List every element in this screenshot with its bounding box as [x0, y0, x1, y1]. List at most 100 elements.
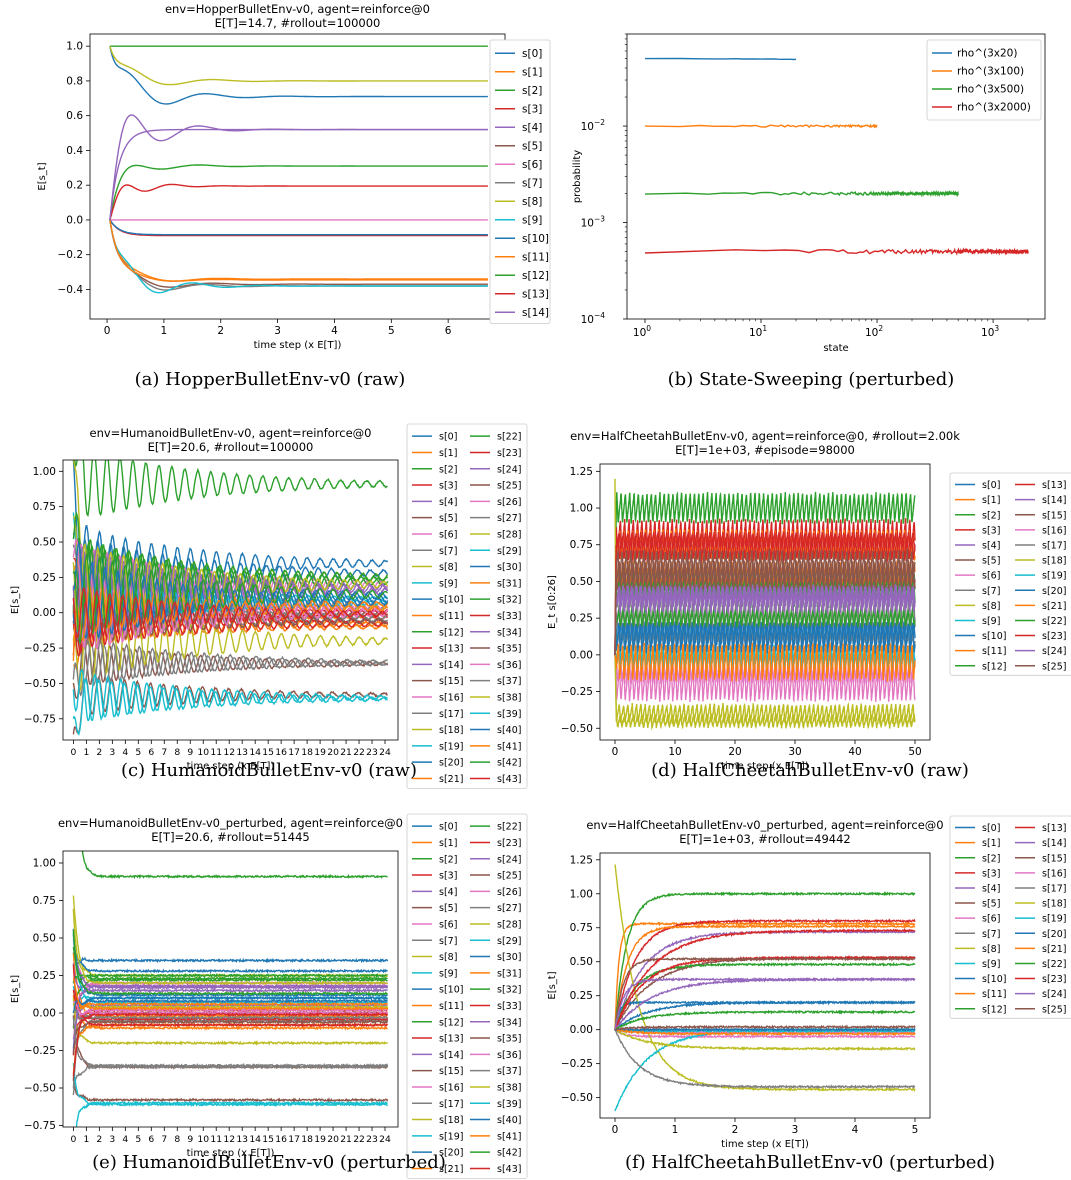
caption-f: (f) HalfCheetahBulletEnv-v0 (perturbed): [624, 1152, 996, 1173]
legend-entry: s[26]: [497, 497, 521, 508]
series-line: [644, 123, 878, 129]
legend-entry: rho^(3x20): [957, 48, 1017, 60]
legend-entry: s[42]: [497, 1148, 521, 1159]
legend-entry: s[1]: [439, 838, 457, 849]
x-tick-label: 103: [981, 324, 999, 339]
legend-entry: s[23]: [1042, 631, 1066, 642]
y-tick-label: 1.00: [570, 503, 593, 515]
legend-entry: s[29]: [497, 546, 521, 557]
legend-entry: s[18]: [1042, 556, 1066, 567]
legend-box: [406, 813, 528, 1180]
legend-entry: s[0]: [982, 480, 1000, 491]
x-tick-label: 10: [197, 747, 209, 758]
axes-frame: [599, 852, 931, 1119]
series-line: [72, 1011, 389, 1077]
legend-entry: s[11]: [439, 1001, 463, 1012]
series-line: [614, 999, 916, 1031]
legend-entry: rho^(3x2000): [957, 102, 1031, 114]
legend-entry: s[12]: [982, 661, 1006, 672]
legend-entry: s[20]: [439, 758, 463, 769]
x-tick-label: 20: [728, 746, 741, 758]
series-line: [614, 583, 916, 655]
series-line: [72, 932, 389, 991]
legend-entry: s[15]: [439, 676, 463, 687]
series-line: [73, 994, 389, 1010]
legend-entry: s[5]: [982, 899, 1000, 910]
chart-svg-f: env=HalfCheetahBulletEnv-v0_perturbed, a…: [547, 815, 1071, 1150]
x-tick-label: 11: [210, 1134, 222, 1145]
series-line: [614, 1028, 916, 1040]
legend-entry: s[17]: [1042, 540, 1066, 551]
y-tick-label: −0.50: [561, 723, 593, 735]
series-line: [644, 57, 797, 61]
caption-c: (c) HumanoidBulletEnv-v0 (raw): [121, 760, 417, 781]
legend-entry: s[19]: [439, 1131, 463, 1142]
series-line: [72, 586, 388, 641]
x-tick-label: 19: [314, 1134, 326, 1145]
series-line: [614, 548, 916, 655]
legend-entry: s[1]: [522, 66, 542, 78]
legend-entry: s[21]: [1042, 601, 1066, 612]
series-line: [614, 1027, 916, 1112]
x-tick-label: 0: [70, 1134, 76, 1145]
x-tick-label: 2: [217, 325, 224, 337]
x-tick-label: 9: [187, 1134, 193, 1145]
legend-entry: s[38]: [497, 692, 521, 703]
series-line: [614, 1026, 916, 1033]
legend-entry: s[6]: [982, 914, 1000, 925]
y-tick-label: 0.25: [33, 572, 56, 584]
series-line: [614, 1024, 916, 1031]
legend-entry: s[24]: [1042, 989, 1066, 1000]
chart-svg-a: env=HopperBulletEnv-v0, agent=reinforce@…: [37, 2, 551, 351]
legend-entry: s[25]: [497, 871, 521, 882]
x-tick-label: 2: [732, 1124, 739, 1136]
legend-entry: s[25]: [1042, 1004, 1066, 1015]
legend-entry: s[14]: [439, 660, 463, 671]
legend-entry: s[8]: [439, 562, 457, 573]
legend-entry: s[4]: [439, 887, 457, 898]
x-tick-label: 10: [197, 1134, 209, 1145]
series-line: [74, 460, 388, 517]
legend-entry: s[34]: [497, 1017, 521, 1028]
x-tick-label: 0: [612, 1124, 619, 1136]
y-tick-label: 1.00: [33, 858, 56, 870]
series-line: [614, 977, 916, 1031]
x-tick-label: 17: [288, 747, 300, 758]
y-tick-label: −0.50: [561, 1092, 593, 1104]
series-line: [72, 1003, 389, 1021]
y-tick-label: 0.8: [66, 75, 83, 87]
legend-entry: s[22]: [497, 822, 521, 833]
caption-a: (a) HopperBulletEnv-v0 (raw): [134, 369, 406, 390]
series-group: [644, 57, 1029, 256]
legend-entry: s[11]: [439, 611, 463, 622]
legend-entry: s[32]: [497, 595, 521, 606]
y-tick-label: 0.6: [66, 110, 83, 122]
series-line: [614, 954, 916, 1030]
chart-subtitle: E[T]=14.7, #rollout=100000: [215, 16, 381, 30]
series-line: [72, 972, 388, 984]
y-tick-label: −0.50: [24, 1083, 56, 1095]
legend-entry: s[6]: [522, 159, 542, 171]
legend-entry: s[3]: [522, 103, 542, 115]
legend-entry: s[8]: [522, 196, 542, 208]
x-tick-label: 2: [96, 747, 102, 758]
y-axis-label: E[s_t]: [10, 975, 21, 1003]
series-line: [72, 934, 388, 974]
chart-panel-hopper-raw: env=HopperBulletEnv-v0, agent=reinforce@…: [0, 0, 560, 400]
series-line: [109, 219, 488, 236]
legend-entry: s[7]: [982, 929, 1000, 940]
x-tick-label: 4: [122, 1134, 128, 1145]
series-line: [614, 1028, 916, 1037]
series-line: [614, 1009, 916, 1031]
series-line: [72, 995, 388, 1049]
series-line: [81, 851, 388, 880]
legend-entry: s[9]: [982, 959, 1000, 970]
y-tick-label: 1.25: [570, 854, 593, 866]
legend-entry: s[14]: [1042, 838, 1066, 849]
legend-entry: s[6]: [439, 919, 457, 930]
y-axis-label: E[s_t]: [37, 162, 48, 190]
legend-entry: s[15]: [1042, 510, 1066, 521]
series-line: [614, 607, 916, 655]
series-line: [75, 1100, 388, 1127]
chart-title: env=HalfCheetahBulletEnv-v0, agent=reinf…: [570, 429, 960, 443]
